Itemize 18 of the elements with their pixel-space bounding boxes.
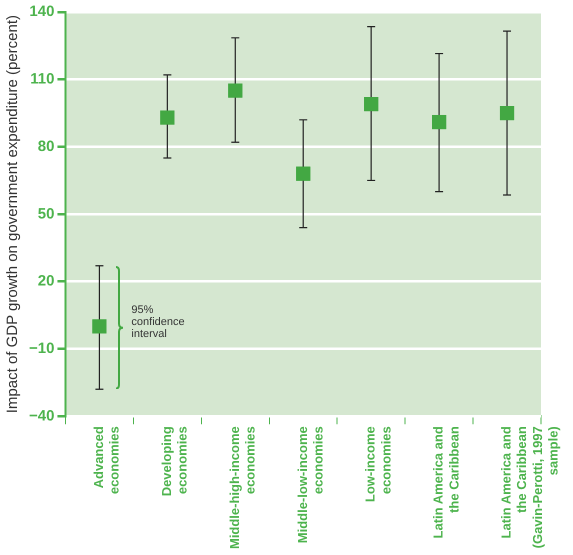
x-tick-label: Advanced economies bbox=[90, 426, 122, 494]
y-tick-label: 110 bbox=[30, 70, 54, 88]
annotation: 95% confidence interval bbox=[131, 304, 186, 340]
point bbox=[500, 106, 514, 120]
point bbox=[364, 97, 378, 112]
point bbox=[160, 110, 174, 125]
y-tick-label: 80 bbox=[38, 138, 54, 155]
y-tick-label: −10 bbox=[28, 340, 54, 357]
x-tick-label: Latin America and the Caribbean (Gavin-Perotti, 1997 sample) bbox=[498, 426, 560, 548]
point bbox=[92, 319, 106, 334]
y-tick-label: −40 bbox=[28, 407, 54, 424]
y-tick-label: 50 bbox=[38, 205, 54, 222]
point bbox=[432, 114, 446, 130]
point bbox=[296, 166, 310, 181]
point bbox=[228, 84, 242, 98]
y-axis-title: Impact of GDP growth on government expenditure (percent) bbox=[4, 14, 22, 414]
y-tick-label: 20 bbox=[38, 272, 54, 290]
y-tick-label: 140 bbox=[29, 3, 54, 20]
